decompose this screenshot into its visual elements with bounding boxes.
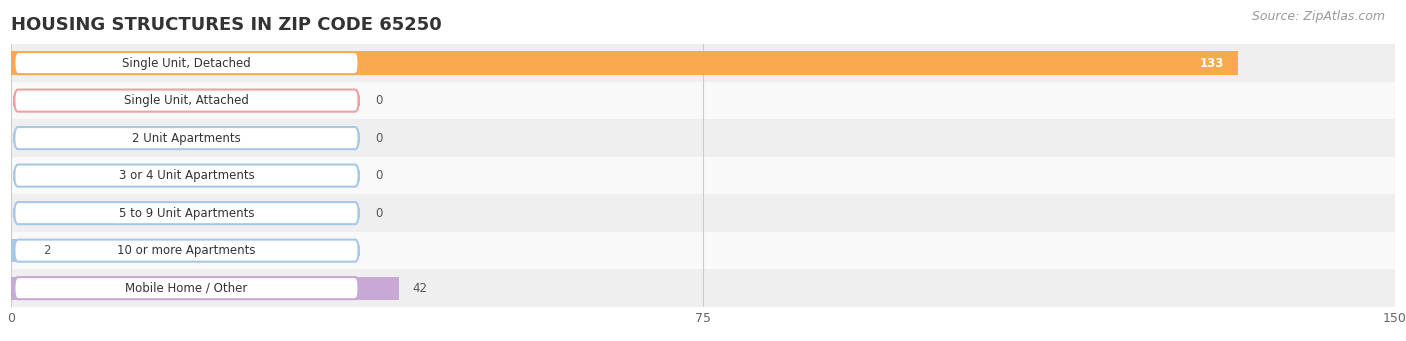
Text: Mobile Home / Other: Mobile Home / Other <box>125 282 247 295</box>
Text: 5 to 9 Unit Apartments: 5 to 9 Unit Apartments <box>118 207 254 220</box>
Bar <box>11 194 1395 232</box>
FancyBboxPatch shape <box>14 277 359 299</box>
FancyBboxPatch shape <box>14 165 359 187</box>
Bar <box>11 277 399 300</box>
Text: 10 or more Apartments: 10 or more Apartments <box>117 244 256 257</box>
Text: 0: 0 <box>375 132 382 145</box>
FancyBboxPatch shape <box>14 240 359 262</box>
Text: 3 or 4 Unit Apartments: 3 or 4 Unit Apartments <box>118 169 254 182</box>
Bar <box>11 269 1395 307</box>
Text: 0: 0 <box>375 169 382 182</box>
Text: 42: 42 <box>412 282 427 295</box>
Bar <box>11 51 1237 75</box>
FancyBboxPatch shape <box>14 202 359 224</box>
Text: HOUSING STRUCTURES IN ZIP CODE 65250: HOUSING STRUCTURES IN ZIP CODE 65250 <box>11 16 441 34</box>
Bar <box>11 157 1395 194</box>
Text: Single Unit, Attached: Single Unit, Attached <box>124 94 249 107</box>
Text: 133: 133 <box>1199 57 1225 70</box>
FancyBboxPatch shape <box>14 127 359 149</box>
Bar <box>11 119 1395 157</box>
Bar <box>11 232 1395 269</box>
Text: 2: 2 <box>44 244 51 257</box>
Text: 0: 0 <box>375 94 382 107</box>
Bar <box>11 239 30 262</box>
Bar <box>11 82 1395 119</box>
Bar <box>11 44 1395 82</box>
FancyBboxPatch shape <box>14 90 359 112</box>
Text: 0: 0 <box>375 207 382 220</box>
Text: Single Unit, Detached: Single Unit, Detached <box>122 57 250 70</box>
Text: 2 Unit Apartments: 2 Unit Apartments <box>132 132 240 145</box>
FancyBboxPatch shape <box>14 52 359 74</box>
Text: Source: ZipAtlas.com: Source: ZipAtlas.com <box>1251 10 1385 23</box>
